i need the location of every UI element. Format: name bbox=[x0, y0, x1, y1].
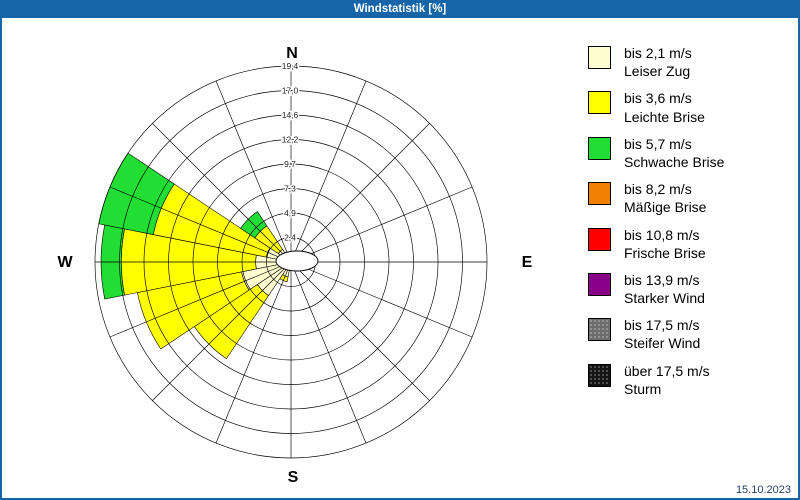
legend-speed-label: bis 10,8 m/s bbox=[624, 226, 700, 243]
date-label: 15.10.2023 bbox=[735, 484, 791, 496]
legend-speed-label: über 17,5 m/s bbox=[624, 362, 710, 379]
legend-item: bis 17,5 m/s Steifer Wind bbox=[588, 316, 788, 352]
radial-tick-label: 19,4 bbox=[282, 61, 299, 71]
radial-tick-label: 17,0 bbox=[282, 86, 299, 96]
legend-color-swatch bbox=[588, 91, 611, 115]
compass-label-n: N bbox=[286, 45, 298, 62]
page-title: Windstatistik [%] bbox=[353, 3, 447, 15]
compass-label-w: W bbox=[57, 254, 73, 271]
legend-speed-label: bis 2,1 m/s bbox=[624, 45, 692, 61]
legend-name-label: Sturm bbox=[624, 380, 662, 397]
legend-item: bis 13,9 m/s Starker Wind bbox=[588, 271, 788, 307]
radial-tick-label: 7,3 bbox=[284, 184, 296, 194]
legend-color-swatch bbox=[588, 136, 611, 160]
legend-color-swatch bbox=[588, 272, 611, 296]
legend-name-label: Steifer Wind bbox=[624, 335, 701, 352]
legend: bis 2,1 m/s Leiser Zug bis 3,6 m/s Leich… bbox=[588, 44, 788, 407]
legend-speed-label: bis 17,5 m/s bbox=[624, 317, 700, 334]
legend-name-label: Leiser Zug bbox=[624, 63, 691, 80]
radial-tick-label: 2,4 bbox=[284, 233, 296, 243]
legend-speed-label: bis 8,2 m/s bbox=[624, 181, 692, 198]
window-title-bar: Windstatistik [%] bbox=[0, 0, 800, 18]
legend-name-label: Mäßige Brise bbox=[624, 199, 707, 216]
radial-tick-label: 4,9 bbox=[284, 208, 296, 218]
legend-name-label: Starker Wind bbox=[624, 290, 705, 307]
legend-speed-label: bis 13,9 m/s bbox=[624, 271, 700, 288]
wind-rose-chart: 2,4 4,9 7,3 9,7 12,2 14,6 17,0 19,4N S W E bbox=[57, 45, 533, 486]
legend-name-label: Frische Brise bbox=[624, 244, 706, 261]
legend-color-swatch bbox=[588, 46, 611, 69]
legend-color-swatch bbox=[588, 318, 611, 342]
legend-color-swatch bbox=[588, 227, 611, 251]
legend-item: bis 3,6 m/s Leichte Brise bbox=[588, 89, 788, 125]
legend-item: über 17,5 m/s Sturm bbox=[588, 362, 788, 398]
radial-tick-label: 9,7 bbox=[284, 159, 296, 169]
legend-speed-label: bis 3,6 m/s bbox=[624, 90, 692, 107]
legend-item: bis 8,2 m/s Mäßige Brise bbox=[588, 180, 788, 216]
radial-tick-label: 14,6 bbox=[282, 110, 299, 120]
compass-label-e: E bbox=[522, 254, 533, 271]
legend-color-swatch bbox=[588, 363, 611, 387]
radial-tick-label: 12,2 bbox=[282, 135, 299, 145]
compass-label-s: S bbox=[288, 469, 299, 486]
legend-item: bis 10,8 m/s Frische Brise bbox=[588, 226, 788, 262]
legend-item: bis 5,7 m/s Schwache Brise bbox=[588, 135, 788, 171]
legend-name-label: Schwache Brise bbox=[624, 153, 725, 170]
legend-item: bis 2,1 m/s Leiser Zug bbox=[588, 44, 788, 80]
legend-name-label: Leichte Brise bbox=[624, 108, 705, 125]
legend-color-swatch bbox=[588, 182, 611, 206]
legend-speed-label: bis 5,7 m/s bbox=[624, 135, 692, 152]
